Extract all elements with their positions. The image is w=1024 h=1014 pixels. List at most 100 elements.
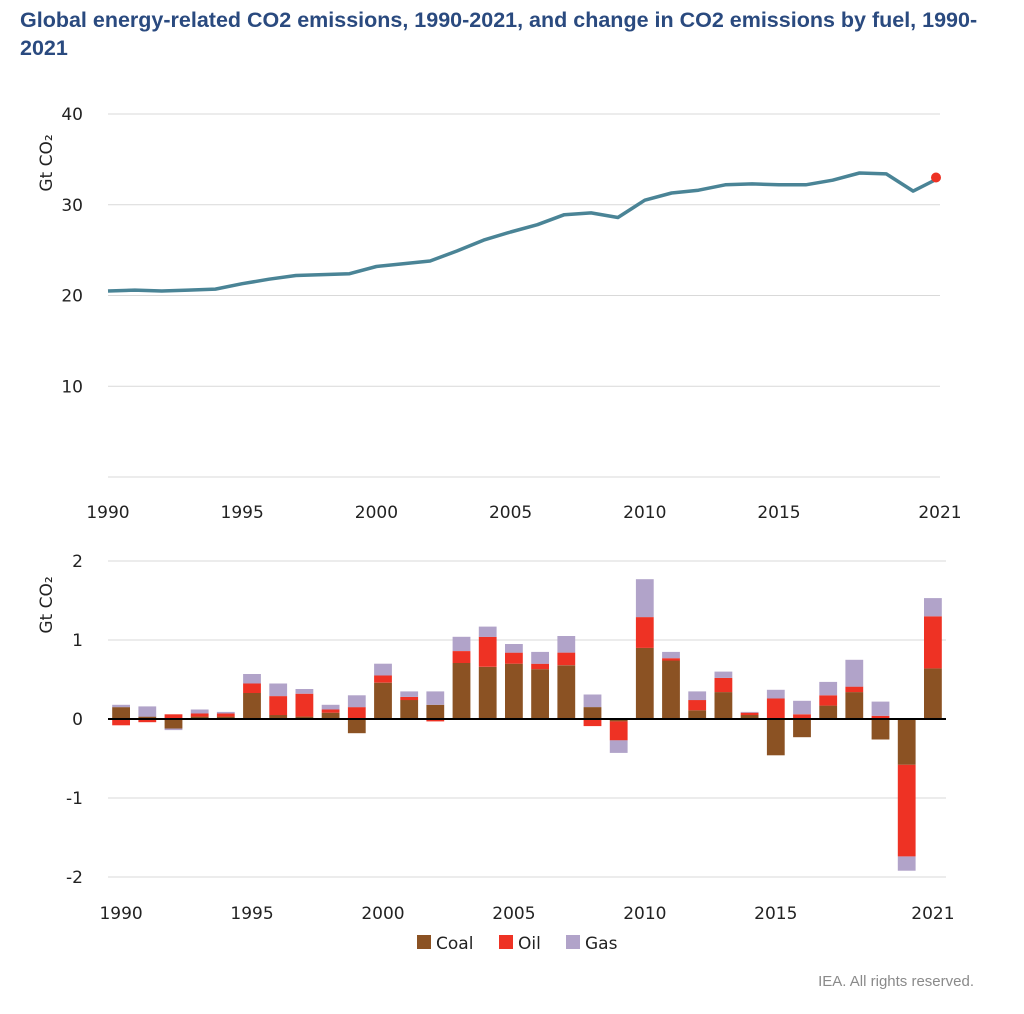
emissions-change-bar-chart: -2 -1 0 1 2 1990 1995 2000 2005 2010 2015 2021 Gt CO…	[37, 552, 955, 924]
bar-oil-1995	[243, 683, 261, 693]
bar-coal-2019	[871, 719, 890, 740]
legend-swatch-oil	[499, 935, 513, 949]
bar-oil-2006	[531, 663, 549, 670]
bar-gas-2005	[505, 644, 523, 653]
bar-coal-2010	[635, 647, 654, 719]
bar-coal-1990	[112, 707, 130, 719]
bar-coal-2005	[505, 663, 523, 719]
x-tick-label: 2000	[355, 503, 398, 523]
bar-coal-1998	[321, 712, 340, 719]
bar-oil-2012	[688, 700, 707, 711]
bar-coal-1997	[295, 716, 314, 719]
bar-coal-2018	[845, 692, 864, 719]
bar-coal-2002	[426, 704, 445, 719]
bar-oil-1990	[112, 719, 130, 726]
bar-oil-2004	[478, 636, 497, 667]
bar-coal-1994	[216, 716, 235, 719]
chart-title: Global energy-related CO2 emissions, 199…	[20, 8, 978, 60]
x-tick-label: 2005	[492, 904, 535, 924]
bar-coal-2014	[740, 715, 759, 719]
bar-oil-2019	[871, 715, 890, 719]
bar-coal-1999	[347, 719, 366, 734]
bar-oil-2018	[845, 686, 864, 693]
bar-coal-2017	[819, 705, 838, 719]
y-tick-label: 40	[61, 105, 83, 125]
bar-coal-1991	[138, 716, 157, 719]
bar-coal-2008	[583, 707, 602, 719]
bar-gas-1992	[164, 728, 183, 731]
bar-oil-2000	[374, 675, 392, 683]
bar-gas-2019	[871, 701, 890, 716]
bar-gas-2016	[793, 700, 811, 715]
bar-gas-2000	[374, 663, 392, 676]
credit-text: IEA. All rights reserved.	[818, 973, 974, 990]
bar-oil-2008	[583, 719, 602, 727]
bar-gas-2014	[740, 711, 759, 713]
bar-gas-2012	[688, 691, 707, 701]
bar-gas-2010	[635, 579, 654, 618]
y-tick-label: 1	[72, 631, 83, 651]
bar-coal-2020	[897, 719, 916, 765]
bar-oil-2020	[897, 764, 916, 857]
bar-gas-1999	[347, 695, 366, 708]
y-tick-label: 2	[72, 552, 83, 572]
bar-gas-2009	[609, 740, 628, 753]
legend-swatch-gas	[566, 935, 580, 949]
bar-oil-1998	[321, 709, 340, 713]
x-tick-label: 1995	[230, 904, 273, 924]
bar-gas-1998	[321, 704, 340, 710]
bar-coal-2011	[662, 660, 680, 719]
bar-oil-2005	[505, 652, 523, 664]
bar-oil-2014	[740, 712, 759, 716]
legend-label-oil: Oil	[518, 934, 541, 954]
legend-label-coal: Coal	[436, 934, 473, 954]
bar-oil-2003	[452, 651, 471, 663]
y-axis-label: Gt CO₂	[37, 576, 57, 633]
bar-coal-2001	[400, 700, 419, 719]
bar-gas-1995	[243, 674, 261, 684]
x-tick-label: 2015	[754, 904, 797, 924]
bar-gas-2021	[924, 598, 942, 617]
bar-coal-2013	[714, 692, 733, 719]
bar-gas-2008	[583, 694, 602, 708]
emissions-line	[107, 171, 941, 293]
bar-gas-2020	[897, 856, 916, 871]
bar-gas-1993	[190, 709, 209, 714]
bar-gas-2017	[819, 681, 838, 696]
bar-oil-1993	[190, 713, 209, 717]
bar-coal-2016	[793, 719, 811, 738]
bar-oil-2011	[662, 658, 680, 661]
emissions-line-chart: 10 20 30 40 1990 1995 2000 2005 2010 2015 2021 Gt C…	[37, 105, 962, 523]
x-tick-label: 2010	[623, 503, 666, 523]
x-tick-label: 2005	[489, 503, 532, 523]
y-tick-label: -2	[66, 868, 83, 888]
bar-gas-2003	[452, 636, 471, 651]
bar-gas-1991	[138, 706, 157, 717]
bar-oil-1994	[216, 713, 235, 717]
bar-gas-2001	[400, 691, 419, 697]
bar-gas-2015	[766, 689, 785, 699]
bar-coal-2012	[688, 710, 707, 719]
bar-gas-2007	[557, 636, 576, 653]
bar-oil-2010	[635, 617, 654, 648]
y-axis-label: Gt CO₂	[37, 134, 57, 191]
bar-oil-2013	[714, 677, 733, 693]
bar-gas-1994	[216, 711, 235, 714]
legend-swatch-coal	[417, 935, 431, 949]
bar-gas-2018	[845, 659, 864, 687]
x-tick-label: 2010	[623, 904, 666, 924]
bar-gas-1997	[295, 689, 314, 694]
x-tick-label: 1990	[86, 503, 129, 523]
bar-gas-2004	[478, 626, 497, 637]
bar-oil-1991	[138, 719, 157, 723]
x-tick-label: 1990	[99, 904, 142, 924]
legend: Coal Oil Gas	[417, 934, 618, 954]
bar-oil-1996	[269, 696, 288, 716]
bar-coal-1992	[164, 719, 183, 729]
bar-oil-2015	[766, 698, 785, 719]
bar-oil-2021	[924, 616, 942, 669]
bar-coal-1996	[269, 715, 288, 719]
y-tick-label: 30	[61, 196, 83, 216]
bar-oil-2016	[793, 714, 811, 719]
